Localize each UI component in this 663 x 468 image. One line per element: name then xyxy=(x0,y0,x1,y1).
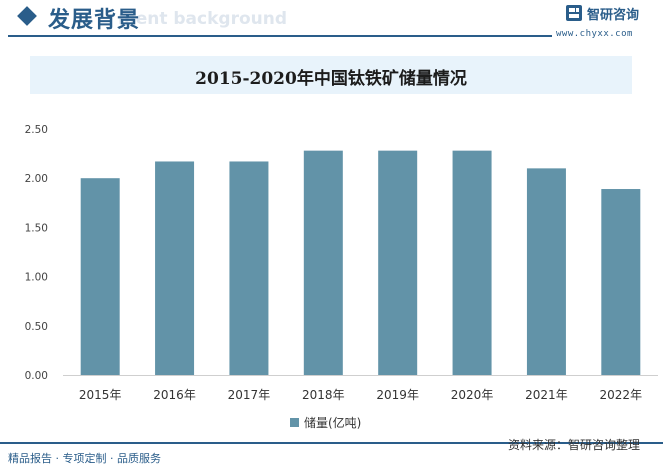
footer-divider xyxy=(0,442,663,444)
bar xyxy=(80,178,120,375)
x-tick-label: 2015年 xyxy=(79,388,122,402)
x-tick-label: 2016年 xyxy=(153,388,196,402)
brand-url: www.chyxx.com xyxy=(556,29,633,39)
y-tick-label: 1.00 xyxy=(25,272,48,284)
legend-label: 储量(亿吨) xyxy=(304,415,361,430)
chyxx-logo-icon xyxy=(566,5,582,21)
chart-title: 2015-2020年中国钛铁矿储量情况 xyxy=(195,69,467,89)
bar xyxy=(303,150,343,375)
x-tick-label: 2019年 xyxy=(376,388,419,402)
brand-name: 智研咨询 xyxy=(587,8,640,23)
y-tick-label: 2.00 xyxy=(25,173,48,185)
data-source: 资料来源：智研咨询整理 xyxy=(508,438,641,452)
y-tick-label: 2.50 xyxy=(25,124,48,136)
y-tick-label: 0.00 xyxy=(25,370,48,382)
bar xyxy=(452,150,492,375)
x-tick-label: 2020年 xyxy=(451,388,494,402)
x-tick-label: 2022年 xyxy=(600,388,643,402)
header-subtitle: ment background xyxy=(118,9,288,29)
brand-logo: 智研咨询 xyxy=(566,4,658,24)
bar xyxy=(229,161,269,375)
bar xyxy=(601,189,641,375)
y-tick-label: 1.50 xyxy=(25,222,48,234)
header-title: 发展背景 xyxy=(48,8,141,33)
y-tick-label: 0.50 xyxy=(25,321,48,333)
bar xyxy=(155,161,195,375)
bar xyxy=(378,150,418,375)
bar xyxy=(526,168,566,375)
legend-swatch xyxy=(290,418,299,427)
x-tick-label: 2017年 xyxy=(228,388,271,402)
header-bar: ment background 发展背景 xyxy=(0,0,663,44)
header-divider xyxy=(8,35,552,37)
x-tick-label: 2018年 xyxy=(302,388,345,402)
bar-chart: 0.00 0.50 1.00 1.50 2.00 2.50 2015年 2016年 2017年 2… xyxy=(25,124,658,430)
x-tick-label: 2021年 xyxy=(525,388,568,402)
chart-title-bar: 2015-2020年中国钛铁矿储量情况 xyxy=(30,56,632,94)
footer-slogan: 精品报告 · 专项定制 · 品质服务 xyxy=(8,452,161,465)
